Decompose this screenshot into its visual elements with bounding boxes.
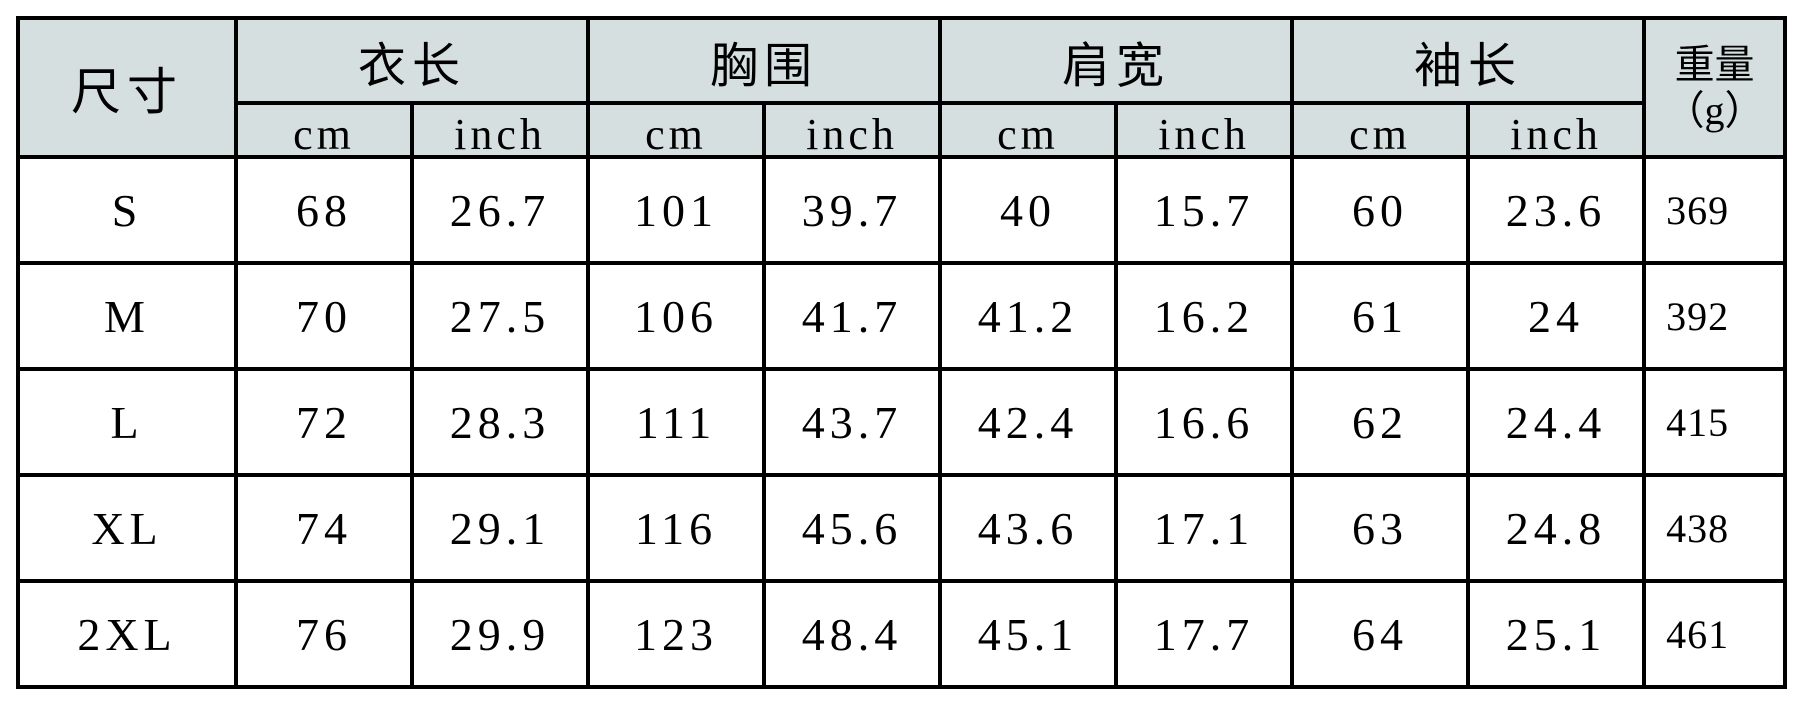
cell-chest-cm: 106: [586, 261, 767, 371]
cell-shoulder-cm: 40: [938, 155, 1119, 265]
table-row: S 68 26.7 101 39.7 40 15.7 60 23.6 369: [16, 155, 1788, 265]
header-weight: 重量 （g）: [1642, 16, 1788, 159]
cell-sleeve-in: 25.1: [1466, 579, 1647, 689]
cell-length-cm: 72: [234, 367, 414, 477]
cell-weight: 415: [1642, 367, 1788, 477]
cell-shoulder-cm: 41.2: [938, 261, 1119, 371]
cell-sleeve-cm: 62: [1290, 367, 1471, 477]
cell-chest-in: 45.6: [762, 473, 943, 583]
cell-shoulder-in: 17.7: [1114, 579, 1295, 689]
cell-chest-cm: 101: [586, 155, 767, 265]
cell-size: XL: [16, 473, 238, 583]
header-shoulder: 肩宽: [938, 16, 1295, 105]
header-length: 衣长: [233, 16, 591, 105]
unit-inch: inch: [1466, 101, 1647, 159]
header-size: 尺寸: [16, 16, 238, 159]
weight-unit: （g）: [1664, 87, 1765, 133]
cell-sleeve-cm: 63: [1290, 473, 1471, 583]
unit-inch: inch: [1114, 101, 1295, 159]
cell-sleeve-cm: 60: [1290, 155, 1471, 265]
cell-length-cm: 76: [234, 579, 414, 689]
cell-shoulder-in: 16.6: [1114, 367, 1295, 477]
cell-sleeve-cm: 64: [1290, 579, 1471, 689]
header-chest: 胸围: [586, 16, 943, 105]
unit-cm: cm: [938, 101, 1119, 159]
unit-cm: cm: [1290, 101, 1471, 159]
cell-shoulder-cm: 43.6: [938, 473, 1119, 583]
cell-length-in: 27.5: [409, 261, 591, 371]
cell-weight: 438: [1642, 473, 1788, 583]
cell-length-in: 26.7: [409, 155, 591, 265]
cell-sleeve-cm: 61: [1290, 261, 1471, 371]
cell-chest-in: 41.7: [762, 261, 943, 371]
cell-chest-cm: 123: [586, 579, 767, 689]
cell-weight: 461: [1642, 579, 1788, 689]
cell-weight: 369: [1642, 155, 1788, 265]
cell-chest-in: 43.7: [762, 367, 943, 477]
table-row: M 70 27.5 106 41.7 41.2 16.2 61 24 392: [16, 261, 1788, 371]
cell-chest-in: 48.4: [762, 579, 943, 689]
cell-size: S: [16, 155, 238, 265]
cell-length-in: 29.9: [409, 579, 591, 689]
cell-length-cm: 68: [234, 155, 414, 265]
cell-shoulder-cm: 42.4: [938, 367, 1119, 477]
cell-sleeve-in: 23.6: [1466, 155, 1647, 265]
unit-cm: cm: [586, 101, 767, 159]
cell-weight: 392: [1642, 261, 1788, 371]
cell-chest-in: 39.7: [762, 155, 943, 265]
table-row: XL 74 29.1 116 45.6 43.6 17.1 63 24.8 438: [16, 473, 1788, 583]
unit-inch: inch: [762, 101, 943, 159]
cell-size: 2XL: [16, 579, 238, 689]
unit-cm: cm: [234, 101, 414, 159]
table-row: 2XL 76 29.9 123 48.4 45.1 17.7 64 25.1 461: [16, 579, 1788, 689]
header-sleeve: 袖长: [1290, 16, 1647, 105]
cell-size: L: [16, 367, 238, 477]
cell-size: M: [16, 261, 238, 371]
cell-sleeve-in: 24.4: [1466, 367, 1647, 477]
cell-chest-cm: 116: [586, 473, 767, 583]
cell-length-in: 29.1: [409, 473, 591, 583]
cell-shoulder-in: 15.7: [1114, 155, 1295, 265]
cell-sleeve-in: 24: [1466, 261, 1647, 371]
cell-chest-cm: 111: [586, 367, 767, 477]
cell-shoulder-cm: 45.1: [938, 579, 1119, 689]
table-row: L 72 28.3 111 43.7 42.4 16.6 62 24.4 415: [16, 367, 1788, 477]
weight-label: 重量: [1674, 41, 1755, 87]
cell-sleeve-in: 24.8: [1466, 473, 1647, 583]
cell-length-cm: 74: [234, 473, 414, 583]
unit-inch: inch: [409, 101, 591, 159]
cell-length-in: 28.3: [409, 367, 591, 477]
cell-shoulder-in: 17.1: [1114, 473, 1295, 583]
size-chart-table: 尺寸 衣长 胸围 肩宽 袖长 重量 （g） cm inch cm inch cm…: [16, 16, 1788, 689]
cell-length-cm: 70: [234, 261, 414, 371]
cell-shoulder-in: 16.2: [1114, 261, 1295, 371]
